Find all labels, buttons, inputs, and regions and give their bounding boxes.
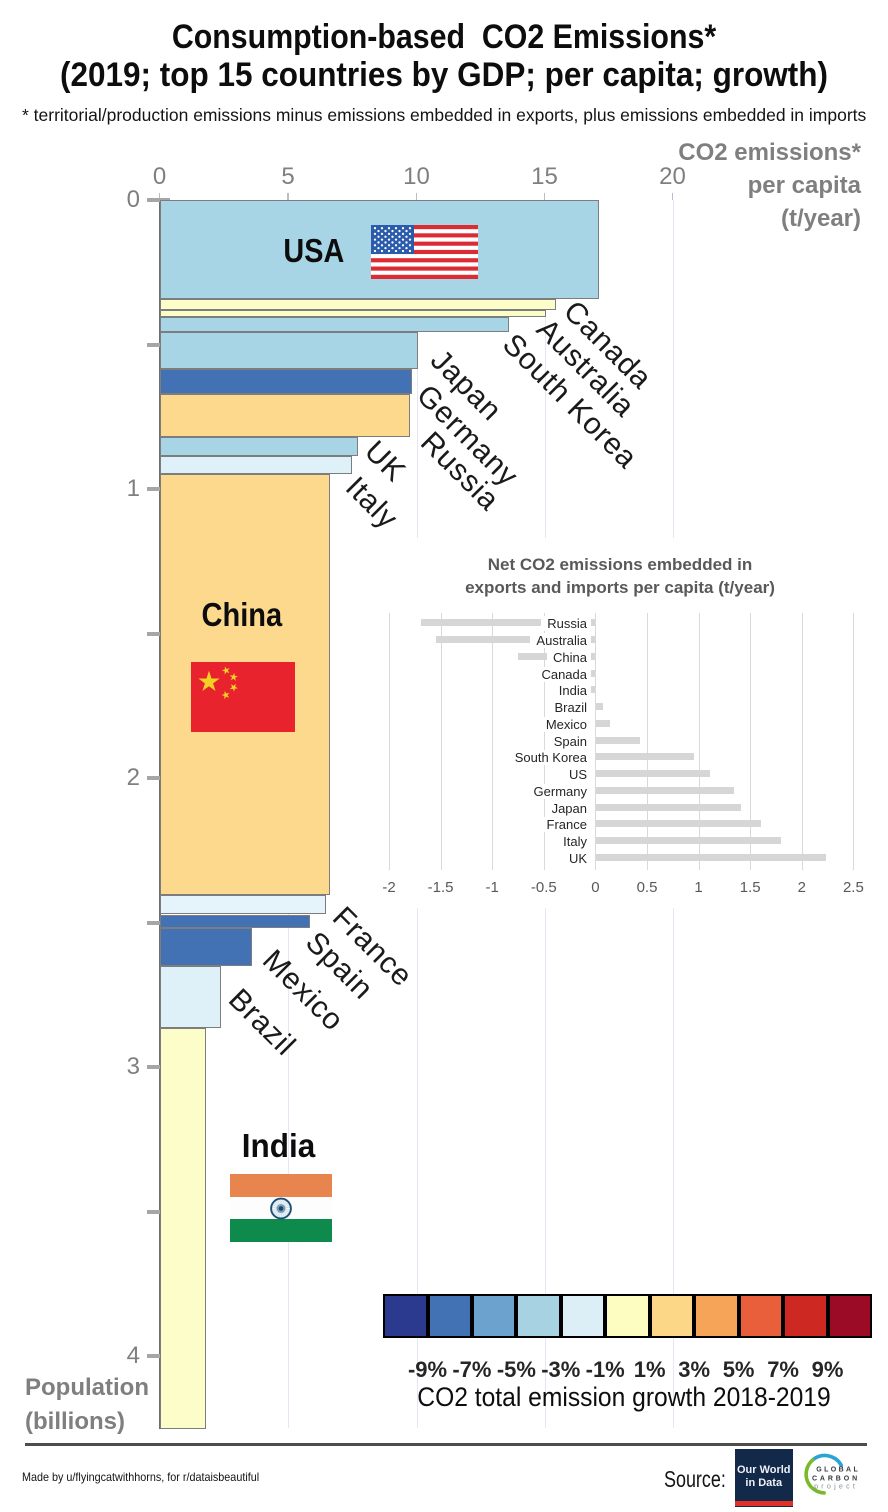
svg-text:GLOBAL: GLOBAL xyxy=(816,1466,860,1473)
svg-text:CARBON: CARBON xyxy=(812,1476,860,1483)
svg-text:project: project xyxy=(814,1481,858,1490)
